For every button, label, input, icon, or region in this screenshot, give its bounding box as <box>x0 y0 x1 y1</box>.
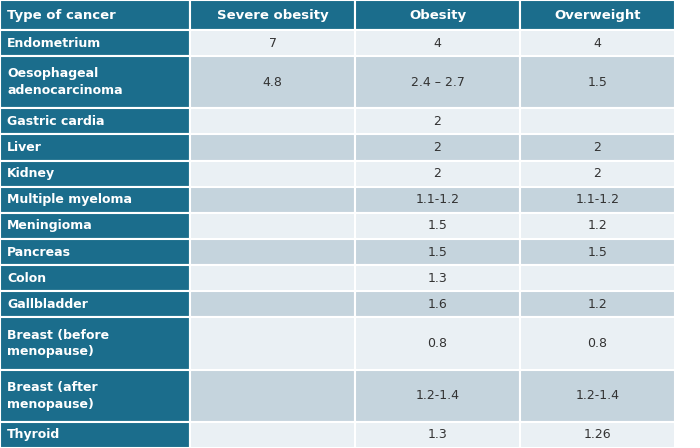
Text: 1.2-1.4: 1.2-1.4 <box>416 389 459 402</box>
Text: 0.8: 0.8 <box>428 337 447 350</box>
Text: Colon: Colon <box>7 271 46 284</box>
Text: 1.3: 1.3 <box>428 428 447 441</box>
Bar <box>0 213 190 239</box>
Bar <box>520 0 675 30</box>
Text: 1.2: 1.2 <box>587 298 608 311</box>
Text: Thyroid: Thyroid <box>7 428 60 441</box>
Bar <box>0 161 190 187</box>
Bar <box>520 134 675 161</box>
Bar <box>520 370 675 422</box>
Bar <box>190 187 355 213</box>
Bar <box>355 30 520 56</box>
Bar <box>355 265 520 291</box>
Bar <box>520 30 675 56</box>
Text: Multiple myeloma: Multiple myeloma <box>7 194 132 207</box>
Text: Gastric cardia: Gastric cardia <box>7 115 104 128</box>
Bar <box>355 317 520 370</box>
Text: 2.4 – 2.7: 2.4 – 2.7 <box>411 76 464 89</box>
Bar <box>355 213 520 239</box>
Bar <box>0 187 190 213</box>
Text: 1.2-1.4: 1.2-1.4 <box>575 389 620 402</box>
Bar <box>190 213 355 239</box>
Bar <box>355 0 520 30</box>
Bar <box>520 317 675 370</box>
Bar <box>190 56 355 108</box>
Bar <box>190 108 355 134</box>
Bar <box>355 134 520 161</box>
Bar <box>355 291 520 317</box>
Bar <box>520 187 675 213</box>
Text: Meningioma: Meningioma <box>7 220 92 233</box>
Bar <box>0 134 190 161</box>
Bar <box>190 134 355 161</box>
Text: Gallbladder: Gallbladder <box>7 298 88 311</box>
Bar <box>355 422 520 448</box>
Bar <box>0 239 190 265</box>
Bar <box>520 213 675 239</box>
Bar <box>520 239 675 265</box>
Text: 1.6: 1.6 <box>428 298 447 311</box>
Bar <box>355 370 520 422</box>
Text: Overweight: Overweight <box>554 9 640 22</box>
Bar <box>0 317 190 370</box>
Bar <box>355 161 520 187</box>
Text: Obesity: Obesity <box>409 9 466 22</box>
Bar <box>0 370 190 422</box>
Bar <box>190 291 355 317</box>
Bar <box>0 422 190 448</box>
Bar <box>355 56 520 108</box>
Bar <box>0 291 190 317</box>
Bar <box>190 370 355 422</box>
Text: Breast (after
menopause): Breast (after menopause) <box>7 381 97 411</box>
Text: Breast (before
menopause): Breast (before menopause) <box>7 328 109 358</box>
Text: 2: 2 <box>594 167 601 180</box>
Text: 1.5: 1.5 <box>587 246 608 258</box>
Text: 2: 2 <box>433 115 442 128</box>
Bar <box>520 291 675 317</box>
Bar <box>520 56 675 108</box>
Text: 4: 4 <box>594 37 601 50</box>
Text: Liver: Liver <box>7 141 42 154</box>
Bar <box>355 187 520 213</box>
Text: 2: 2 <box>433 141 442 154</box>
Text: 7: 7 <box>269 37 276 50</box>
Bar <box>520 265 675 291</box>
Bar <box>355 239 520 265</box>
Bar <box>190 0 355 30</box>
Text: 0.8: 0.8 <box>587 337 608 350</box>
Text: Endometrium: Endometrium <box>7 37 101 50</box>
Bar <box>0 30 190 56</box>
Text: 1.3: 1.3 <box>428 271 447 284</box>
Text: Oesophageal
adenocarcinoma: Oesophageal adenocarcinoma <box>7 67 122 97</box>
Bar <box>355 108 520 134</box>
Bar <box>190 265 355 291</box>
Text: 2: 2 <box>594 141 601 154</box>
Bar <box>520 161 675 187</box>
Text: 1.1-1.2: 1.1-1.2 <box>416 194 459 207</box>
Bar <box>0 56 190 108</box>
Text: 1.5: 1.5 <box>428 220 447 233</box>
Bar <box>190 161 355 187</box>
Bar <box>0 0 190 30</box>
Bar <box>0 108 190 134</box>
Text: 4: 4 <box>433 37 442 50</box>
Text: Kidney: Kidney <box>7 167 55 180</box>
Text: 1.5: 1.5 <box>587 76 608 89</box>
Text: 1.1-1.2: 1.1-1.2 <box>575 194 620 207</box>
Text: Pancreas: Pancreas <box>7 246 71 258</box>
Text: 1.5: 1.5 <box>428 246 447 258</box>
Bar <box>520 108 675 134</box>
Bar <box>190 30 355 56</box>
Bar <box>190 239 355 265</box>
Bar <box>190 422 355 448</box>
Text: 4.8: 4.8 <box>262 76 282 89</box>
Bar <box>520 422 675 448</box>
Text: Severe obesity: Severe obesity <box>217 9 328 22</box>
Text: 1.26: 1.26 <box>584 428 611 441</box>
Text: 2: 2 <box>433 167 442 180</box>
Text: 1.2: 1.2 <box>587 220 608 233</box>
Bar <box>190 317 355 370</box>
Text: Type of cancer: Type of cancer <box>7 9 116 22</box>
Bar <box>0 265 190 291</box>
